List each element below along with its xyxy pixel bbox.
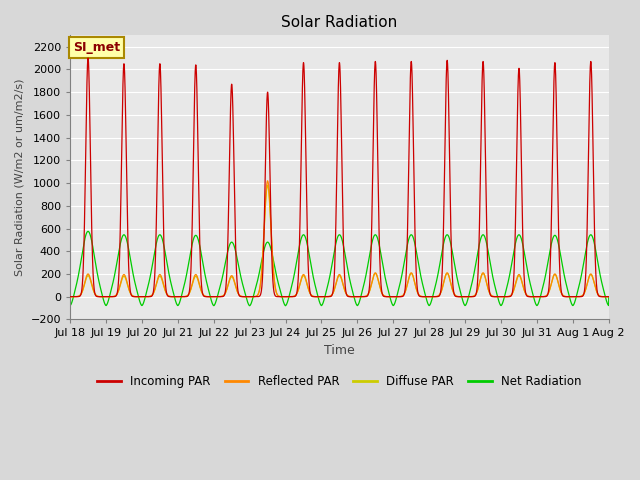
Y-axis label: Solar Radiation (W/m2 or um/m2/s): Solar Radiation (W/m2 or um/m2/s): [15, 79, 25, 276]
Text: SI_met: SI_met: [73, 41, 120, 54]
Title: Solar Radiation: Solar Radiation: [282, 15, 397, 30]
X-axis label: Time: Time: [324, 344, 355, 357]
Legend: Incoming PAR, Reflected PAR, Diffuse PAR, Net Radiation: Incoming PAR, Reflected PAR, Diffuse PAR…: [92, 371, 587, 393]
